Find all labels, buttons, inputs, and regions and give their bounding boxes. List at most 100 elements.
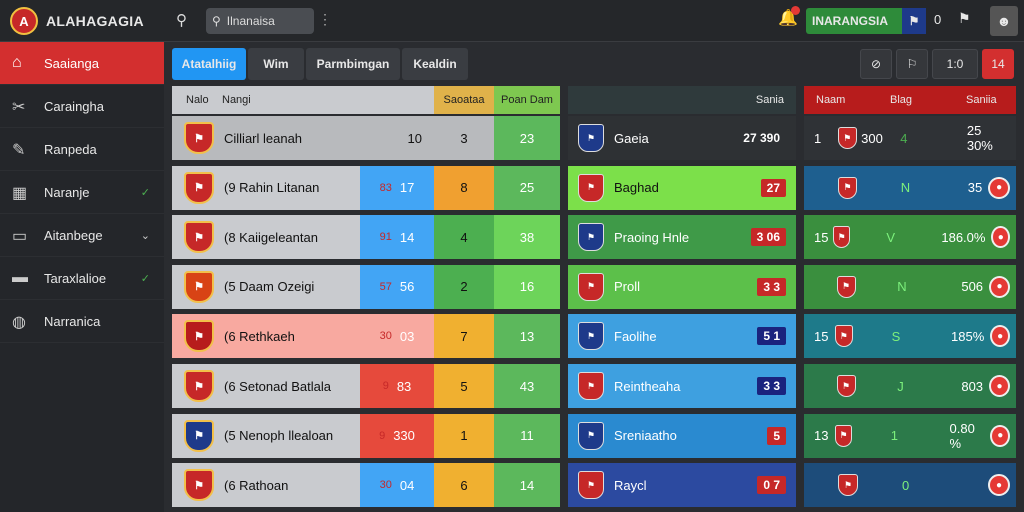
red-button[interactable]: 14	[982, 49, 1014, 79]
right-crest-icon: ⚑	[836, 275, 856, 298]
right-a: 15	[814, 328, 829, 344]
team-crest-icon: ⚑	[184, 122, 214, 154]
team-selector-label: INARANGSIA	[812, 14, 889, 28]
value-a: 57	[379, 280, 392, 293]
table-row[interactable]: ⚑ (9 Rahin Litanan 83 17 8 25 ⚑ Baghad 27 ⚑ N 35 ●	[172, 165, 1016, 210]
table-row[interactable]: ⚑ Cilliarl leanah 10 3 23 ⚑ Gaeia 27 390 1 ⚑ 300 4 2…	[172, 116, 1016, 160]
value-b: 330	[393, 428, 415, 444]
table-row[interactable]: ⚑ (6 Setonad Batlala 9 83 5 43 ⚑ Reintheaha 3 3 ⚑…	[172, 364, 1016, 408]
team-name-cell: ⚑ (9 Rahin Litanan	[172, 165, 360, 210]
search-icon[interactable]: ⚲	[176, 12, 187, 29]
table-row[interactable]: ⚑ (5 Nenoph llealoan 9 330 1 11 ⚑ Sreniaatho 5 13…	[172, 413, 1016, 458]
value-a-cell: 30 03	[360, 314, 434, 359]
team-name-cell: ⚑ (5 Daam Ozeigi	[172, 264, 360, 309]
value-b: 14	[399, 229, 415, 245]
team-name: (8 Kaiigeleantan	[224, 229, 318, 245]
sidebar-item-6[interactable]: ◍ Narranica	[0, 300, 164, 343]
team-name-cell: ⚑ (8 Kaiigeleantan	[172, 215, 360, 260]
sidebar: ⌂ Saaianga ✂ Caraingha ✎ Ranpeda ▦ Naranje ✓ ▭ Ait…	[0, 42, 164, 512]
right-b: 300	[861, 130, 883, 146]
value-a: 91	[379, 231, 392, 244]
header-col-2: Saoataa	[434, 86, 494, 114]
team-selector[interactable]: INARANGSIA ⚑	[806, 8, 926, 34]
right-crest-icon: ⚑	[834, 325, 853, 348]
value-b: 10	[407, 130, 422, 146]
sidebar-item-3[interactable]: ▦ Naranje ✓	[0, 171, 164, 214]
sidebar-item-1[interactable]: ✂ Caraingha	[0, 85, 164, 128]
right-a: 13	[814, 428, 829, 444]
mid-score: 0 7	[757, 476, 786, 495]
app-logo[interactable]: A	[10, 7, 38, 35]
right-stats-cell: ⚑ 0 ●	[804, 463, 1016, 508]
value-c-cell: 2	[434, 264, 494, 309]
filter-button[interactable]: ⊘	[860, 49, 892, 79]
mid-score: 3 06	[750, 228, 786, 247]
more-icon[interactable]: ⋮	[318, 11, 332, 27]
right-c: N	[897, 279, 907, 295]
chevron-down-icon[interactable]: ✓	[140, 272, 150, 285]
flag-icon[interactable]: ⚑	[958, 10, 971, 26]
team-crest-icon: ⚑	[184, 221, 214, 254]
value-c: 1	[460, 428, 468, 444]
table-row[interactable]: ⚑ (6 Rathoan 30 04 6 14 ⚑ Raycl 0 7 ⚑ 0 ●	[172, 463, 1016, 508]
notification-bell-icon[interactable]: 🔔	[778, 6, 800, 32]
tab-3[interactable]: Kealdin	[402, 48, 468, 80]
value-a: 30	[379, 479, 392, 492]
mid-team-cell: ⚑ Reintheaha 3 3	[568, 364, 796, 408]
value-d: 14	[519, 477, 535, 493]
team-name-cell: ⚑ (6 Setonad Batlala	[172, 364, 360, 408]
sidebar-item-label: Caraingha	[44, 98, 104, 114]
right-d: 0.80 %	[949, 420, 975, 451]
ball-icon: ●	[988, 474, 1010, 497]
value-c: 8	[460, 180, 468, 196]
right-header-0: Naam	[816, 94, 846, 106]
sidebar-item-5[interactable]: ▬ Taraxlalioe ✓	[0, 257, 164, 300]
chevron-down-icon[interactable]: ✓	[140, 186, 150, 199]
right-stats-cell: ⚑ N 506 ●	[804, 264, 1016, 309]
sidebar-item-2[interactable]: ✎ Ranpeda	[0, 128, 164, 171]
score-button[interactable]: 1:0	[932, 49, 978, 79]
right-crest-icon: ⚑	[833, 226, 850, 249]
value-c-cell: 6	[434, 463, 494, 508]
tab-1[interactable]: Wim	[248, 48, 304, 80]
flag-button[interactable]: ⚐	[896, 49, 928, 79]
value-c: 4	[460, 229, 468, 245]
right-crest-icon: ⚑	[837, 127, 858, 149]
search-input[interactable]: ⚲ Ilnanaisa	[206, 8, 314, 34]
chevron-down-icon[interactable]: ⌄	[140, 229, 150, 242]
right-stats-cell: 1 ⚑ 300 4 25 30%	[804, 116, 1016, 160]
value-a-cell: 91 14	[360, 215, 434, 260]
chart-icon: ▬	[12, 269, 28, 286]
sidebar-item-4[interactable]: ▭ Aitanbege ⌄	[0, 214, 164, 257]
pencil-icon: ✎	[12, 142, 26, 159]
right-stats-cell: 15 ⚑ S 185% ●	[804, 314, 1016, 359]
right-c: 0	[902, 477, 910, 493]
mid-team-name: Sreniaatho	[614, 428, 677, 444]
globe-icon: ◍	[12, 314, 26, 331]
notification-dot	[791, 6, 800, 15]
value-d: 23	[519, 130, 535, 146]
app-title: ALAHAGAGIA	[46, 13, 144, 29]
mid-team-name: Proll	[614, 279, 641, 295]
top-bar: A ALAHAGAGIA ⚲ ⚲ Ilnanaisa ⋮ 🔔 INARANGSI…	[0, 0, 1024, 42]
team-name: Cilliarl leanah	[224, 130, 303, 146]
value-d-cell: 13	[494, 314, 560, 359]
mid-crest-icon: ⚑	[578, 421, 604, 450]
sidebar-item-0[interactable]: ⌂ Saaianga	[0, 42, 164, 85]
table-row[interactable]: ⚑ (8 Kaiigeleantan 91 14 4 38 ⚑ Praoing Hnle 3 0…	[172, 215, 1016, 260]
right-crest-icon: ⚑	[834, 424, 853, 447]
mid-team-cell: ⚑ Baghad 27	[568, 165, 796, 210]
value-d-cell: 14	[494, 463, 560, 508]
right-d: 35	[967, 180, 983, 196]
table-row[interactable]: ⚑ (5 Daam Ozeigi 57 56 2 16 ⚑ Proll 3 3 ⚑ N 506 ●	[172, 264, 1016, 309]
value-c-cell: 3	[434, 116, 494, 160]
avatar[interactable]: ☻	[990, 6, 1018, 36]
tab-0[interactable]: Atatalhiig	[172, 48, 246, 80]
team-crest-icon: ⚑	[184, 171, 214, 204]
table-row[interactable]: ⚑ (6 Rethkaeh 30 03 7 13 ⚑ Faolihe 5 1 15 ⚑ S 185% ●	[172, 314, 1016, 359]
tools-icon: ✂	[12, 99, 26, 116]
value-a-cell: 83 17	[360, 165, 434, 210]
left-header: Nalo Nangi	[172, 86, 434, 114]
tab-2[interactable]: Parmbimgan	[306, 48, 400, 80]
team-crest-icon: ⚑	[184, 320, 214, 353]
